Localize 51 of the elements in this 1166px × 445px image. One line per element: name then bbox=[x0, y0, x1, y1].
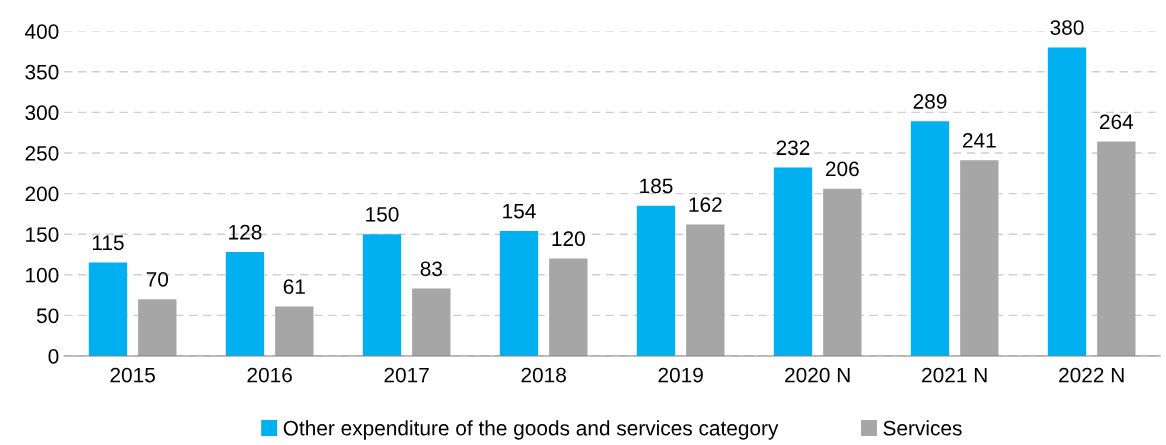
data-label: 380 bbox=[1050, 20, 1084, 35]
bar bbox=[773, 167, 813, 356]
data-label: 150 bbox=[366, 206, 399, 222]
data-label: 241 bbox=[962, 133, 996, 148]
y-tick-label: 400 bbox=[24, 24, 59, 39]
bar bbox=[225, 252, 265, 356]
bar bbox=[412, 288, 451, 356]
data-label: 185 bbox=[640, 178, 673, 194]
y-tick-label: 50 bbox=[36, 308, 59, 324]
bar bbox=[823, 188, 862, 356]
y-tick-label: 0 bbox=[48, 349, 59, 364]
data-label: 61 bbox=[283, 279, 305, 295]
legend-label: Services bbox=[883, 420, 962, 436]
bar bbox=[275, 306, 314, 356]
data-label: 232 bbox=[776, 140, 810, 156]
data-label: 289 bbox=[913, 94, 947, 109]
x-tick-label: 2017 bbox=[384, 367, 429, 383]
bar bbox=[960, 160, 999, 356]
data-label: 115 bbox=[92, 235, 124, 251]
x-tick-label: 2015 bbox=[110, 367, 155, 383]
bar bbox=[362, 234, 402, 356]
y-tick-label: 200 bbox=[25, 186, 59, 202]
y-tick-label: 300 bbox=[25, 105, 59, 121]
y-tick-label: 100 bbox=[26, 267, 59, 283]
data-label: 120 bbox=[552, 231, 585, 247]
x-tick-label: 2019 bbox=[658, 367, 703, 383]
y-tick-label: 350 bbox=[25, 64, 59, 80]
data-label: 264 bbox=[1100, 114, 1134, 130]
data-label: 154 bbox=[503, 203, 536, 219]
data-label: 206 bbox=[825, 161, 859, 177]
data-label: 83 bbox=[420, 261, 442, 277]
bar bbox=[636, 205, 676, 356]
x-tick-label: 2016 bbox=[247, 367, 292, 383]
y-tick-label: 250 bbox=[25, 145, 59, 161]
x-tick-label: 2022 N bbox=[1059, 367, 1124, 383]
data-label: 162 bbox=[689, 197, 722, 212]
bar bbox=[499, 230, 539, 356]
x-tick-label: 2020 N bbox=[785, 367, 850, 383]
bar bbox=[910, 121, 950, 356]
data-label: 70 bbox=[146, 271, 169, 287]
y-tick-label: 150 bbox=[26, 227, 59, 242]
bar bbox=[549, 258, 588, 356]
legend-label: Other expenditure of the goods and services category bbox=[283, 420, 779, 440]
bar bbox=[686, 224, 725, 356]
bar bbox=[1097, 141, 1136, 356]
bar bbox=[88, 262, 128, 356]
bar bbox=[138, 299, 177, 356]
x-tick-label: 2021 N bbox=[922, 367, 987, 383]
data-label: 128 bbox=[229, 224, 262, 240]
bar bbox=[1047, 47, 1087, 356]
x-tick-label: 2018 bbox=[521, 367, 566, 383]
